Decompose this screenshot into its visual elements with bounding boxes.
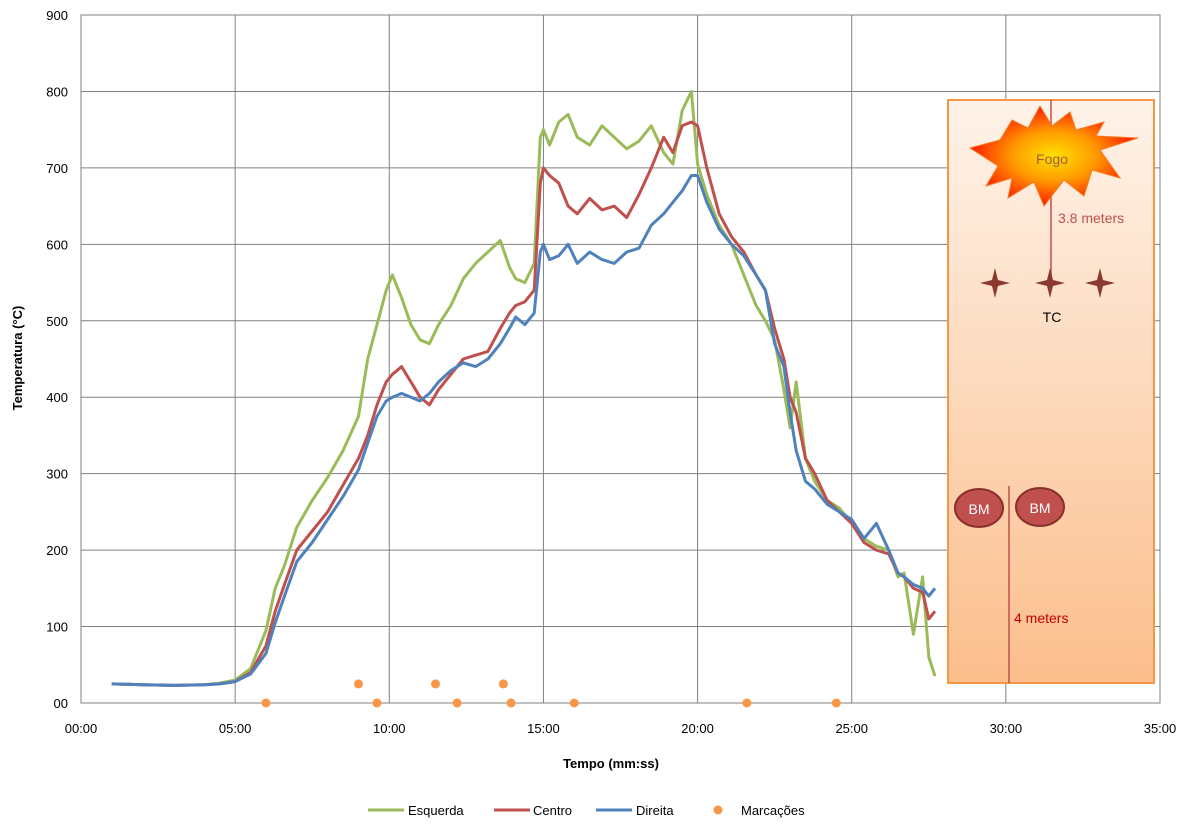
- bm-right-icon: [1015, 487, 1065, 527]
- marker-point: [452, 698, 462, 708]
- legend-label-esquerda: Esquerda: [408, 803, 464, 818]
- y-tick-label: 200: [46, 543, 68, 558]
- thermocouple-left-icon: [980, 268, 1010, 298]
- thermocouple-center-icon: [1035, 268, 1065, 298]
- tc-label: TC: [1043, 309, 1062, 325]
- legend-swatch-marcacoes: [713, 805, 723, 815]
- marker-point: [742, 698, 752, 708]
- marker-point: [261, 698, 271, 708]
- marker-point: [831, 698, 841, 708]
- y-tick-label: 700: [46, 161, 68, 176]
- marker-point: [569, 698, 579, 708]
- floor-distance-label: 4 meters: [1014, 610, 1068, 626]
- marker-point: [431, 679, 441, 689]
- y-tick-label: 900: [46, 8, 68, 23]
- y-tick-label: 400: [46, 390, 68, 405]
- x-axis-ticks: 00:00 05:00 10:00 15:00 20:00 25:00 30:00 35:00: [65, 721, 1177, 736]
- marker-point: [498, 679, 508, 689]
- series-line-centro: [111, 120, 937, 687]
- legend-label-marcacoes: Marcações: [741, 803, 805, 818]
- legend-label-direita: Direita: [636, 803, 674, 818]
- thermocouple-right-icon: [1085, 268, 1115, 298]
- y-tick-label: 500: [46, 314, 68, 329]
- fire-label: Fogo: [1036, 151, 1068, 167]
- marker-point: [353, 679, 363, 689]
- x-tick-label: 15:00: [527, 721, 560, 736]
- marker-point: [506, 698, 516, 708]
- marker-point: [372, 698, 382, 708]
- y-axis-ticks: 00 100 200 300 400 500 600 700 800 900: [46, 8, 68, 711]
- x-tick-label: 10:00: [373, 721, 406, 736]
- series-layer: [111, 89, 937, 708]
- bm-right-label: BM: [1030, 500, 1051, 516]
- distance-label: 3.8 meters: [1058, 210, 1124, 226]
- legend: Esquerda Centro Direita Marcações: [368, 803, 805, 818]
- y-tick-label: 600: [46, 237, 68, 252]
- x-tick-label: 05:00: [219, 721, 252, 736]
- x-tick-label: 00:00: [65, 721, 98, 736]
- bm-left-icon: [954, 488, 1004, 528]
- y-tick-label: 100: [46, 620, 68, 635]
- x-tick-label: 30:00: [990, 721, 1023, 736]
- series-line-direita: [111, 174, 937, 687]
- x-tick-label: 25:00: [835, 721, 868, 736]
- x-tick-label: 35:00: [1144, 721, 1177, 736]
- y-tick-label: 300: [46, 467, 68, 482]
- y-tick-label: 800: [46, 84, 68, 99]
- y-tick-label: 00: [54, 696, 68, 711]
- x-tick-label: 20:00: [681, 721, 714, 736]
- fire-burst-icon: [968, 104, 1139, 207]
- inset-diagram: Fogo 3.8 meters TC BM BM 4 meters: [947, 99, 1155, 684]
- x-axis-title: Tempo (mm:ss): [563, 756, 659, 771]
- y-axis-title: Temperatura (°C): [10, 306, 25, 411]
- series-line-esquerda: [111, 89, 937, 687]
- legend-label-centro: Centro: [533, 803, 572, 818]
- bm-left-label: BM: [969, 501, 990, 517]
